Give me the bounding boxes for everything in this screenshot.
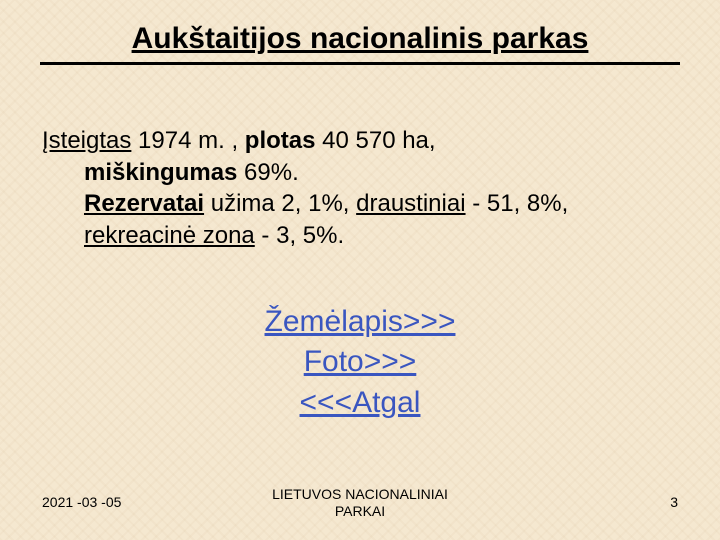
rekreacine-label: rekreacinė zona <box>84 222 255 249</box>
rezervatai-value: užima 2, 1%, <box>204 190 356 217</box>
map-link[interactable]: Žemėlapis>>> <box>265 305 456 338</box>
links-block: Žemėlapis>>> Foto>>> <<<Atgal <box>0 302 720 424</box>
isteigtas-value: 1974 m. , <box>131 127 244 154</box>
footer-center: LIETUVOS NACIONALINIAI PARKAI <box>0 486 720 520</box>
rekreacine-value: - 3, 5%. <box>255 222 344 249</box>
miskingumas-label: miškingumas <box>84 159 237 186</box>
rezervatai-label: Rezervatai <box>84 190 204 217</box>
isteigtas-label: Įsteigtas <box>42 127 131 154</box>
page-title: Aukštaitijos nacionalinis parkas <box>132 22 589 56</box>
footer-page-number: 3 <box>670 494 678 510</box>
miskingumas-value: 69%. <box>237 159 298 186</box>
footer-center-line2: PARKAI <box>335 503 385 519</box>
footer-center-line1: LIETUVOS NACIONALINIAI <box>272 486 448 502</box>
back-link[interactable]: <<<Atgal <box>300 386 421 419</box>
draustiniai-value: - 51, 8%, <box>466 190 569 217</box>
draustiniai-label: draustiniai <box>356 190 465 217</box>
body-paragraph: Įsteigtas 1974 m. , plotas 40 570 ha, mi… <box>42 125 678 252</box>
photo-link[interactable]: Foto>>> <box>304 345 417 378</box>
title-divider <box>40 62 680 65</box>
plotas-value: 40 570 ha, <box>315 127 435 154</box>
plotas-label: plotas <box>245 127 316 154</box>
